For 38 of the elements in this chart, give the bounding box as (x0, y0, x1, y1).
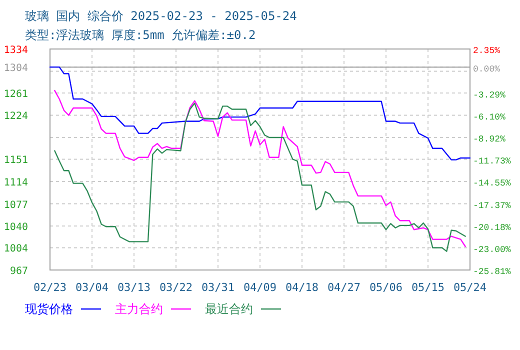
y2-tick-label: -8.92% (473, 134, 506, 144)
chart-title: 玻璃 国内 综合价 2025-02-23 - 2025-05-24 (25, 9, 297, 23)
x-tick-label: 03/22 (159, 281, 193, 294)
line-series (49, 66, 471, 160)
y2-tick-label: 0.00% (473, 64, 501, 74)
y-tick-label: 967 (10, 266, 28, 277)
x-tick-label: 04/27 (327, 281, 361, 294)
y-tick-label: 1114 (4, 177, 28, 188)
y-tick-label: 1334 (4, 45, 28, 56)
y-tick-label: 1261 (4, 88, 28, 100)
y2-tick-label: -20.18% (473, 222, 512, 233)
x-tick-label: 03/04 (75, 281, 109, 294)
x-tick-label: 04/09 (243, 281, 277, 294)
y2-tick-label: -14.55% (473, 178, 512, 189)
y2-tick-label: -11.73% (473, 156, 512, 166)
y2-tick-label: 2.35% (473, 46, 501, 56)
legend-label: 主力合约 (115, 302, 163, 316)
y-tick-label: 1224 (4, 111, 28, 122)
x-tick-label: 04/18 (285, 281, 319, 294)
y-tick-label: 1040 (4, 222, 28, 234)
x-tick-label: 05/24 (453, 281, 487, 294)
y2-tick-label: -25.81% (473, 267, 512, 277)
y-tick-label: 1077 (4, 200, 28, 211)
y2-tick-label: -17.37% (473, 200, 512, 211)
legend-label: 现货价格 (25, 302, 73, 316)
x-tick-label: 05/15 (411, 281, 445, 294)
y2-tick-label: -23.00% (473, 244, 512, 255)
x-tick-label: 03/31 (201, 281, 235, 294)
x-tick-label: 02/23 (33, 281, 67, 294)
y-tick-label: 1151 (4, 155, 28, 166)
chart-subtitle: 类型:浮法玻璃 厚度:5mm 允许偏差:±0.2 (25, 28, 256, 42)
y-tick-label: 1004 (4, 244, 28, 255)
y-tick-label: 1304 (4, 63, 28, 74)
x-tick-label: 05/06 (369, 281, 403, 294)
y2-tick-label: -6.10% (473, 112, 506, 122)
y2-tick-label: -3.29% (473, 90, 506, 100)
legend-label: 最近合约 (205, 302, 253, 316)
x-tick-label: 03/13 (117, 281, 151, 294)
